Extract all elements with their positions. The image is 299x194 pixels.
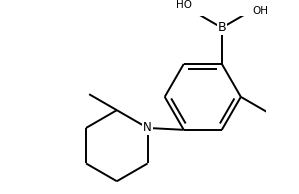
Text: N: N xyxy=(143,121,152,134)
Text: N: N xyxy=(143,121,152,134)
Text: B: B xyxy=(217,21,226,34)
Text: HO: HO xyxy=(176,0,192,10)
Text: OH: OH xyxy=(252,6,268,16)
